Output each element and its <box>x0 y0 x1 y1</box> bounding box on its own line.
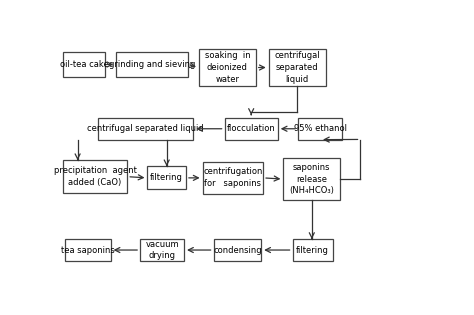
Text: filtering: filtering <box>296 245 329 255</box>
Text: flocculation: flocculation <box>227 124 275 133</box>
Text: condensing: condensing <box>213 245 262 255</box>
Text: filtering: filtering <box>150 173 183 182</box>
Text: vacuum
drying: vacuum drying <box>146 240 179 261</box>
Text: saponins
release
(NH₄HCO₃): saponins release (NH₄HCO₃) <box>289 163 334 195</box>
FancyBboxPatch shape <box>65 239 110 261</box>
Text: oil-tea cake: oil-tea cake <box>60 60 109 69</box>
FancyBboxPatch shape <box>63 160 127 193</box>
Text: centrifugal
separated
liquid: centrifugal separated liquid <box>274 51 320 84</box>
FancyBboxPatch shape <box>199 49 256 86</box>
FancyBboxPatch shape <box>225 118 278 140</box>
FancyBboxPatch shape <box>63 52 105 77</box>
Text: centrifugal separated liquid: centrifugal separated liquid <box>87 124 204 133</box>
FancyBboxPatch shape <box>213 239 261 261</box>
Text: soaking  in
deionized
water: soaking in deionized water <box>204 51 250 84</box>
FancyBboxPatch shape <box>298 118 342 140</box>
Text: tea saponins: tea saponins <box>61 245 115 255</box>
FancyBboxPatch shape <box>202 162 263 194</box>
FancyBboxPatch shape <box>140 239 184 261</box>
Text: 95% ethanol: 95% ethanol <box>293 124 346 133</box>
FancyBboxPatch shape <box>269 49 326 86</box>
FancyBboxPatch shape <box>147 166 186 189</box>
Text: grinding and sieving: grinding and sieving <box>109 60 195 69</box>
FancyBboxPatch shape <box>98 118 193 140</box>
FancyBboxPatch shape <box>292 239 333 261</box>
FancyBboxPatch shape <box>283 158 340 200</box>
FancyBboxPatch shape <box>116 52 188 77</box>
Text: precipitation  agent
added (CaO): precipitation agent added (CaO) <box>54 166 137 187</box>
Text: centrifugation
for   saponins: centrifugation for saponins <box>203 168 263 188</box>
